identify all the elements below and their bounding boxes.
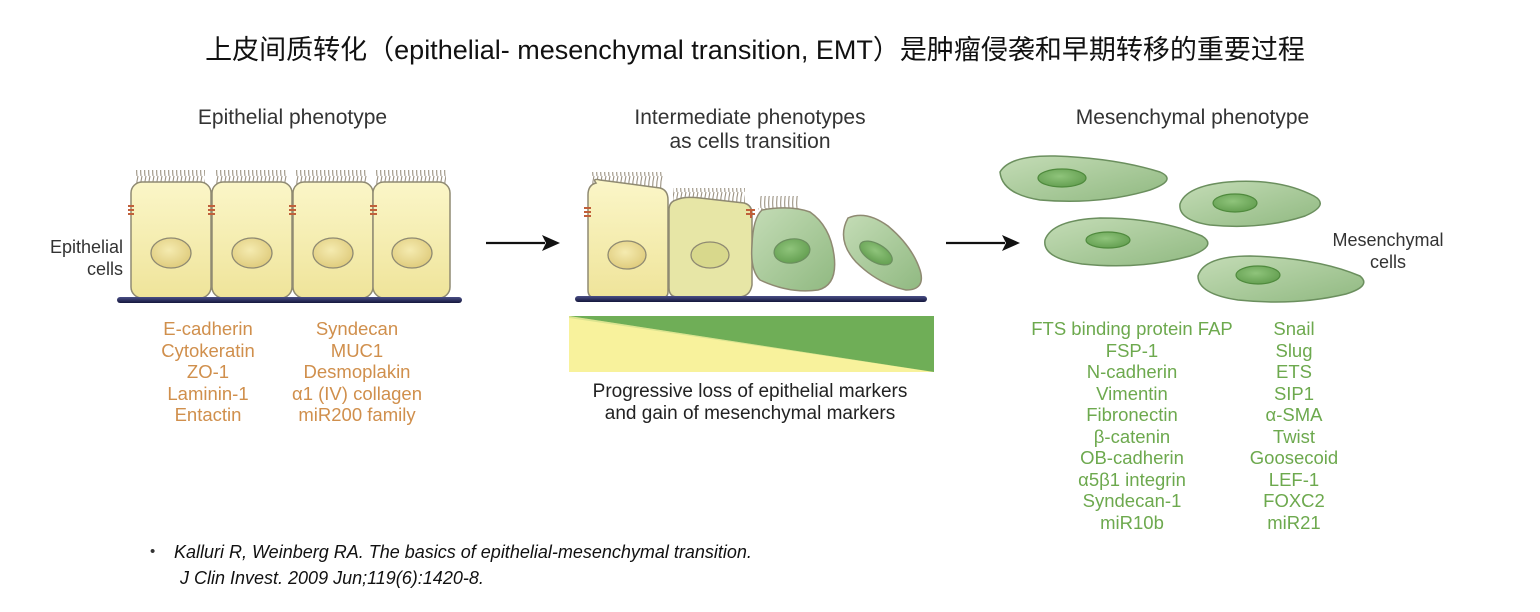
page-title: 上皮间质转化（epithelial- mesenchymal transitio… — [205, 35, 1305, 65]
marker-item: Slug — [1275, 339, 1313, 361]
citation-bullet: • — [150, 543, 156, 560]
basement-membrane — [575, 296, 927, 302]
nucleus — [1085, 231, 1131, 249]
mesenchymal-markers-left: FTS binding protein FAP FSP-1 N-cadherin… — [1013, 318, 1251, 533]
heading-line: as cells transition — [669, 130, 831, 153]
marker-item: Fibronectin — [1086, 404, 1178, 425]
epithelial-cells-group — [117, 170, 462, 303]
arrow-right-icon — [946, 235, 1020, 251]
mesenchymal-cell — [1197, 255, 1365, 303]
label-line: Epithelial — [49, 237, 123, 257]
cell-junctions — [584, 207, 755, 218]
marker-item: FSP-1 — [1105, 339, 1159, 361]
marker-item: E-cadherin — [163, 318, 253, 339]
nucleus — [607, 240, 647, 270]
nucleus — [859, 240, 893, 266]
marker-item: Entactin — [174, 404, 242, 425]
basement-membrane — [117, 297, 462, 303]
marker-item: miR10b — [1100, 511, 1164, 533]
marker-item: Twist — [1272, 425, 1316, 447]
heading-line: Intermediate phenotypes — [634, 106, 866, 129]
mesenchymal-markers-right: Snail Slug ETS SIP1 α-SMA Twist Goosecoi… — [1236, 318, 1352, 533]
marker-item: α-SMA — [1265, 404, 1323, 425]
nucleus — [391, 237, 433, 269]
cell-junctions — [128, 205, 377, 215]
intermediate-phenotype-heading: Intermediate phenotypes as cells transit… — [590, 106, 910, 154]
intermediate-cells-group — [569, 172, 934, 372]
marker-item: α5β1 integrin — [1078, 468, 1186, 490]
marker-item: Laminin-1 — [167, 382, 249, 404]
marker-item: Vimentin — [1096, 382, 1168, 404]
progressive-loss-caption: Progressive loss of epithelial markers a… — [560, 381, 940, 425]
marker-item: FOXC2 — [1263, 490, 1325, 511]
nucleus — [690, 241, 730, 269]
mesenchymal-phenotype-heading: Mesenchymal phenotype — [1075, 106, 1310, 129]
marker-item: LEF-1 — [1268, 468, 1320, 490]
label-line: Mesenchymal — [1332, 230, 1444, 250]
nucleus — [773, 238, 811, 264]
marker-item: Goosecoid — [1249, 447, 1339, 468]
mesenchymal-cells-group — [999, 155, 1365, 303]
marker-item: ETS — [1276, 361, 1312, 382]
marker-item: Desmoplakin — [303, 361, 411, 382]
caption-line: Progressive loss of epithelial markers — [592, 381, 908, 402]
marker-item: N-cadherin — [1086, 361, 1178, 382]
label-line: cells — [86, 259, 123, 279]
transitioning-cell — [587, 178, 669, 299]
label-line: cells — [1369, 252, 1406, 272]
marker-item: miR200 family — [298, 404, 416, 425]
epithelial-markers-right: Syndecan MUC1 Desmoplakin α1 (IV) collag… — [272, 318, 442, 426]
epithelial-markers-left: E-cadherin Cytokeratin ZO-1 Laminin-1 En… — [128, 318, 288, 426]
marker-item: MUC1 — [330, 339, 384, 361]
marker-item: Syndecan — [315, 318, 399, 339]
mesenchymal-marker-gradient — [569, 316, 934, 372]
marker-item: Syndecan-1 — [1082, 490, 1182, 511]
marker-item: Snail — [1273, 318, 1315, 339]
marker-item: Cytokeratin — [161, 339, 255, 361]
citation-line-2: J Clin Invest. 2009 Jun;119(6):1420-8. — [180, 568, 484, 588]
epithelial-phenotype-heading: Epithelial phenotype — [197, 106, 388, 129]
arrow-right-icon — [486, 235, 560, 251]
marker-item: FTS binding protein FAP — [1031, 318, 1233, 339]
epithelial-cells-label: Epithelial cells — [26, 236, 123, 280]
nucleus — [312, 237, 354, 269]
nucleus — [1212, 193, 1258, 213]
marker-item: OB-cadherin — [1080, 447, 1184, 468]
marker-item: miR21 — [1267, 511, 1321, 533]
citation-line-1: Kalluri R, Weinberg RA. The basics of ep… — [174, 542, 752, 562]
nucleus — [150, 237, 192, 269]
marker-item: β-catenin — [1093, 425, 1171, 447]
caption-line: and gain of mesenchymal markers — [604, 403, 896, 424]
marker-item: SIP1 — [1273, 382, 1315, 404]
marker-item: α1 (IV) collagen — [292, 382, 422, 404]
nucleus — [1235, 265, 1281, 285]
marker-item: ZO-1 — [186, 361, 230, 382]
mesenchymal-cells-label: Mesenchymal cells — [1318, 229, 1458, 273]
cilia — [758, 196, 800, 210]
nucleus — [231, 237, 273, 269]
nucleus — [1037, 168, 1087, 188]
